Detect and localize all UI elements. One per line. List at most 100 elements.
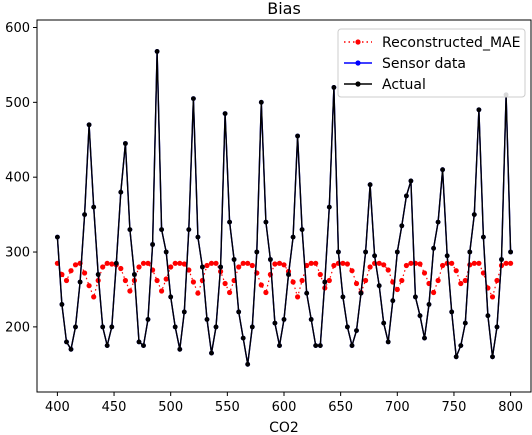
data-point-reconstructed-mae: [104, 260, 110, 266]
data-point-reconstructed-mae: [489, 294, 496, 300]
data-point-actual: [417, 313, 423, 319]
data-point-actual: [404, 193, 409, 199]
data-point-actual: [245, 361, 251, 367]
data-point-reconstructed-mae: [195, 290, 201, 296]
data-point-reconstructed-mae: [86, 283, 92, 289]
data-point-actual: [268, 257, 273, 262]
data-point-actual: [408, 178, 414, 184]
data-point-actual: [249, 324, 255, 330]
y-tick-label: 200: [5, 320, 30, 335]
data-point-actual: [136, 339, 142, 345]
data-point-actual: [68, 346, 74, 352]
data-point-actual: [295, 133, 300, 139]
data-point-reconstructed-mae: [154, 277, 160, 284]
series-line-reconstructed-mae: [56, 262, 511, 300]
legend-marker-sensor-data: [355, 60, 361, 66]
y-tick-label: 300: [5, 246, 30, 261]
x-tick-label: 700: [385, 400, 410, 415]
series-layer: [54, 49, 514, 367]
data-point-reconstructed-mae: [258, 282, 264, 288]
data-point-reconstructed-mae: [363, 277, 369, 284]
data-point-actual: [372, 253, 377, 259]
data-point-actual: [100, 324, 106, 330]
data-point-actual: [308, 317, 314, 322]
x-axis: 400 450 500 550 600 650 700 750 800: [45, 392, 523, 415]
legend: Reconstructed_MAE Sensor data Actual: [337, 28, 526, 98]
data-point-actual: [499, 257, 504, 262]
data-point-actual: [390, 298, 396, 304]
data-point-actual: [231, 257, 237, 262]
data-point-actual: [286, 272, 291, 277]
y-tick-label: 500: [5, 96, 30, 111]
data-point-actual: [485, 313, 491, 319]
data-point-actual: [399, 223, 405, 229]
data-point-actual: [64, 339, 69, 345]
data-point-actual: [91, 204, 97, 210]
x-tick-label: 550: [215, 400, 240, 415]
data-point-actual: [467, 249, 473, 255]
x-tick-label: 500: [158, 400, 183, 415]
data-point-actual: [354, 328, 359, 333]
data-point-reconstructed-mae: [190, 279, 196, 285]
data-point-reconstructed-mae: [272, 261, 278, 267]
legend-label-reconstructed-mae: Reconstructed_MAE: [382, 35, 520, 51]
data-point-actual: [435, 219, 441, 225]
data-point-actual: [322, 279, 328, 285]
data-point-actual: [236, 309, 242, 315]
series-actual: [55, 49, 513, 367]
data-point-reconstructed-mae: [109, 261, 115, 267]
x-axis-label: CO2: [269, 420, 299, 435]
data-point-reconstructed-mae: [313, 260, 319, 266]
data-point-actual: [304, 290, 310, 296]
data-point-actual: [277, 343, 282, 348]
data-point-actual: [453, 354, 459, 360]
y-axis: 200 300 400 500 600: [5, 21, 37, 335]
data-point-reconstructed-mae: [181, 261, 187, 267]
x-tick-label: 750: [442, 400, 467, 415]
data-point-reconstructed-mae: [367, 264, 373, 270]
data-point-actual: [490, 354, 495, 360]
data-point-reconstructed-mae: [408, 260, 414, 266]
data-point-actual: [145, 317, 151, 322]
data-point-reconstructed-mae: [299, 277, 305, 284]
data-point-actual: [195, 234, 201, 240]
data-point-actual: [440, 167, 445, 173]
data-point-reconstructed-mae: [240, 260, 246, 266]
data-point-reconstructed-mae: [159, 288, 165, 294]
data-point-reconstructed-mae: [122, 277, 128, 284]
data-point-reconstructed-mae: [222, 280, 228, 287]
data-point-reconstructed-mae: [140, 260, 147, 266]
data-point-actual: [77, 279, 83, 285]
data-point-actual: [299, 227, 305, 233]
data-point-reconstructed-mae: [263, 289, 269, 296]
data-point-actual: [123, 141, 128, 146]
data-point-reconstructed-mae: [68, 268, 74, 274]
data-point-actual: [191, 96, 196, 101]
data-point-reconstructed-mae: [326, 277, 332, 284]
data-point-actual: [281, 317, 287, 322]
legend-label-sensor-data: Sensor data: [382, 56, 466, 72]
data-point-reconstructed-mae: [440, 262, 446, 269]
data-point-actual: [394, 249, 400, 255]
data-point-reconstructed-mae: [403, 262, 409, 269]
data-point-reconstructed-mae: [290, 279, 296, 285]
data-point-actual: [177, 346, 183, 352]
data-point-reconstructed-mae: [281, 262, 287, 268]
data-point-actual: [331, 85, 337, 90]
data-point-actual: [82, 212, 87, 218]
data-point-actual: [263, 219, 269, 225]
data-point-reconstructed-mae: [421, 270, 428, 276]
data-point-reconstructed-mae: [435, 277, 441, 284]
data-point-reconstructed-mae: [145, 260, 151, 266]
data-point-actual: [163, 249, 169, 255]
data-point-reconstructed-mae: [208, 260, 215, 266]
data-point-actual: [59, 302, 65, 307]
data-point-reconstructed-mae: [394, 286, 400, 293]
data-point-reconstructed-mae: [91, 294, 97, 300]
data-point-actual: [326, 204, 332, 210]
data-point-actual: [168, 294, 174, 300]
data-point-reconstructed-mae: [331, 262, 337, 269]
data-point-reconstructed-mae: [186, 267, 192, 273]
legend-label-actual: Actual: [382, 77, 426, 93]
x-tick-label: 800: [498, 400, 523, 415]
